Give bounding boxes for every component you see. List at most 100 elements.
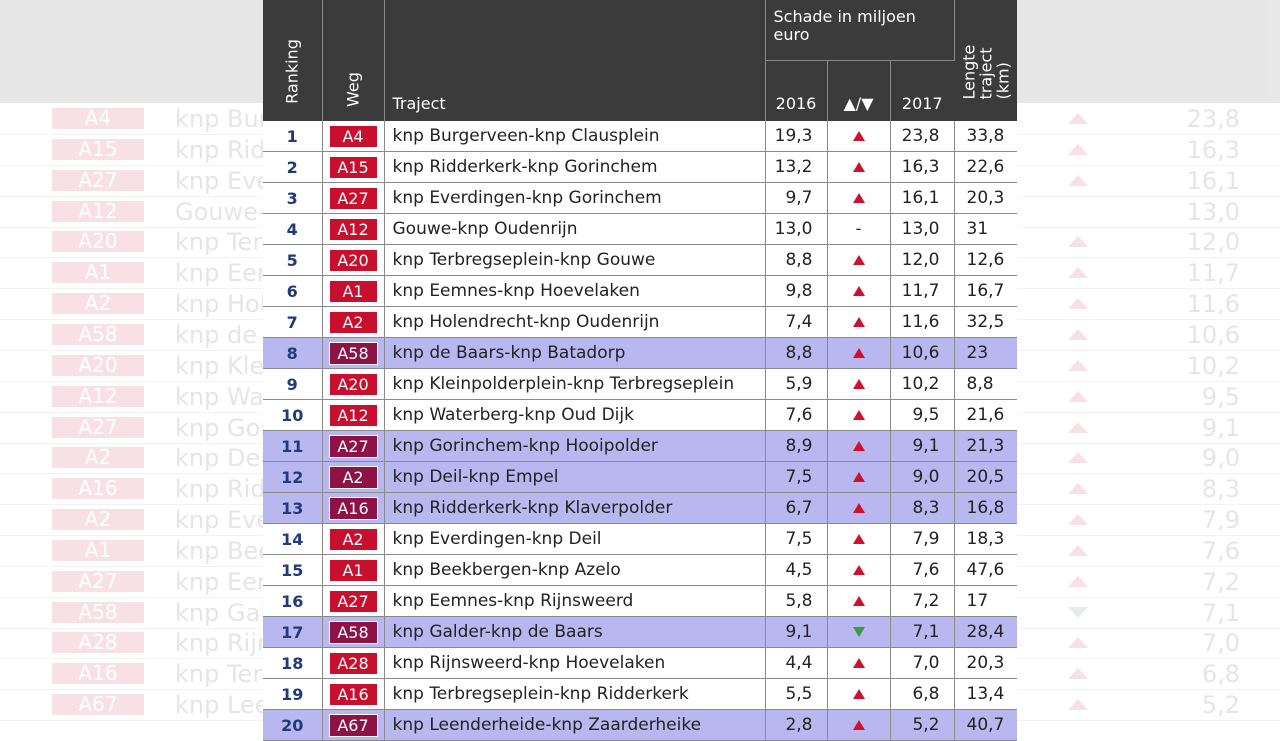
road-cell: A12 <box>322 399 385 431</box>
background-road-badge: A16 <box>52 663 144 685</box>
trend-up-icon <box>852 410 865 420</box>
traject-cell: knp Rijnsweerd-knp Hoevelaken <box>384 647 766 679</box>
background-trend-icon <box>1068 452 1088 464</box>
table-row: 10 A12 knp Waterberg-knp Oud Dijk 7,6 9,5 21,… <box>263 399 1017 431</box>
damage-2017-cell: 7,6 <box>890 554 955 586</box>
damage-2017-cell: 11,6 <box>890 306 955 338</box>
traject-cell: knp de Baars-knp Batadorp <box>384 337 766 369</box>
background-trend-icon <box>1068 637 1088 649</box>
rank-cell: 11 <box>263 430 323 462</box>
background-value: 9,1 <box>1201 413 1240 442</box>
background-trend-icon <box>1068 606 1088 618</box>
background-value: 16,3 <box>1186 135 1240 164</box>
damage-2016-cell: 8,8 <box>765 244 828 276</box>
trend-up-icon <box>852 317 865 327</box>
background-road-badge: A58 <box>52 601 144 623</box>
damage-2016-cell: 9,8 <box>765 275 828 307</box>
trend-up-icon <box>852 720 865 730</box>
damage-2017-cell: 23,8 <box>890 121 955 152</box>
damage-2017-cell: 7,1 <box>890 616 955 648</box>
length-cell: 20,5 <box>954 461 1017 493</box>
damage-2016-cell: 4,4 <box>765 647 828 679</box>
rank-cell: 6 <box>263 275 323 307</box>
road-badge: A67 <box>328 713 378 737</box>
damage-2016-cell: 7,6 <box>765 399 828 431</box>
table-row: 1 A4 knp Burgerveen-knp Claus­plein 19,3 23,… <box>263 121 1017 152</box>
background-trend-icon <box>1068 514 1088 526</box>
background-trend-icon <box>1068 328 1088 340</box>
trend-up-icon <box>852 596 865 606</box>
rank-cell: 15 <box>263 554 323 586</box>
traject-cell: knp Waterberg-knp Oud Dijk <box>384 399 766 431</box>
traject-cell: knp Beekbergen-knp Azelo <box>384 554 766 586</box>
background-value: 7,2 <box>1201 567 1240 596</box>
background-value: 7,9 <box>1201 506 1240 535</box>
background-value: 13,0 <box>1186 197 1240 226</box>
table-row: 18 A28 knp Rijnsweerd-knp Hoevelaken 4,4 7,0… <box>263 647 1017 679</box>
length-cell: 33,8 <box>954 121 1017 152</box>
background-value: 23,8 <box>1186 105 1240 133</box>
table-row: 2 A15 knp Ridderkerk-knp Gorinchem 13,2 16,3… <box>263 151 1017 183</box>
rank-cell: 4 <box>263 213 323 245</box>
road-cell: A67 <box>322 709 385 741</box>
background-value: 7,1 <box>1201 598 1240 627</box>
table-row: 16 A27 knp Eemnes-knp Rijnsweerd 5,8 7,2 17 <box>263 585 1017 617</box>
background-road-badge: A27 <box>52 416 144 438</box>
road-badge: A2 <box>328 310 378 334</box>
road-badge: A1 <box>328 279 378 303</box>
trend-up-icon <box>852 162 865 172</box>
rank-cell: 13 <box>263 492 323 524</box>
rank-cell: 7 <box>263 306 323 338</box>
length-cell: 40,7 <box>954 709 1017 741</box>
road-badge: A15 <box>328 155 378 179</box>
length-cell: 22,6 <box>954 151 1017 183</box>
road-cell: A16 <box>322 678 385 710</box>
trend-cell <box>827 585 891 617</box>
road-cell: A27 <box>322 430 385 462</box>
road-badge: A27 <box>328 434 378 458</box>
length-cell: 32,5 <box>954 306 1017 338</box>
rank-cell: 10 <box>263 399 323 431</box>
trend-up-icon <box>852 348 865 358</box>
table-row: 8 A58 knp de Baars-knp Batadorp 8,8 10,6 23 <box>263 337 1017 369</box>
road-badge: A58 <box>328 620 378 644</box>
damage-2017-cell: 11,7 <box>890 275 955 307</box>
damage-2016-cell: 7,5 <box>765 461 828 493</box>
damage-2016-cell: 5,9 <box>765 368 828 400</box>
background-road-badge: A15 <box>52 138 144 160</box>
rank-cell: 5 <box>263 244 323 276</box>
damage-2016-cell: 5,8 <box>765 585 828 617</box>
background-road-badge: A27 <box>52 169 144 191</box>
trend-cell <box>827 306 891 338</box>
background-value: 7,0 <box>1201 629 1240 658</box>
background-trend-icon <box>1068 483 1088 495</box>
road-cell: A28 <box>322 647 385 679</box>
trend-cell <box>827 121 891 152</box>
background-value: 6,8 <box>1201 660 1240 689</box>
damage-2016-cell: 13,0 <box>765 213 828 245</box>
road-cell: A27 <box>322 182 385 214</box>
header-traject: Traject <box>384 0 766 121</box>
traject-cell: knp Eemnes-knp Hoevelaken <box>384 275 766 307</box>
header-schade: Schade in miljoen euro <box>765 0 955 61</box>
header-2017: 2017 <box>890 60 954 121</box>
trend-up-icon <box>852 286 865 296</box>
length-cell: 16,7 <box>954 275 1017 307</box>
traject-cell: knp Terbregseplein-knp Ridderkerk <box>384 678 766 710</box>
trend-cell <box>827 399 891 431</box>
road-badge: A16 <box>328 682 378 706</box>
length-cell: 20,3 <box>954 182 1017 214</box>
trend-cell <box>827 337 891 369</box>
damage-2016-cell: 9,7 <box>765 182 828 214</box>
table-row: 5 A20 knp Terbregseplein-knp Gouwe 8,8 12,0 1… <box>263 244 1017 276</box>
traject-cell: knp Everdingen-knp Deil <box>384 523 766 555</box>
header-2016: 2016 <box>765 60 828 121</box>
traject-cell: knp Eemnes-knp Rijnsweerd <box>384 585 766 617</box>
length-cell: 31 <box>954 213 1017 245</box>
traject-cell: Gouwe-knp Oudenrijn <box>384 213 766 245</box>
background-road-badge: A20 <box>52 231 144 253</box>
background-trend-icon <box>1068 174 1088 186</box>
damage-2017-cell: 9,5 <box>890 399 955 431</box>
trend-up-icon <box>852 565 865 575</box>
road-cell: A4 <box>322 121 385 152</box>
